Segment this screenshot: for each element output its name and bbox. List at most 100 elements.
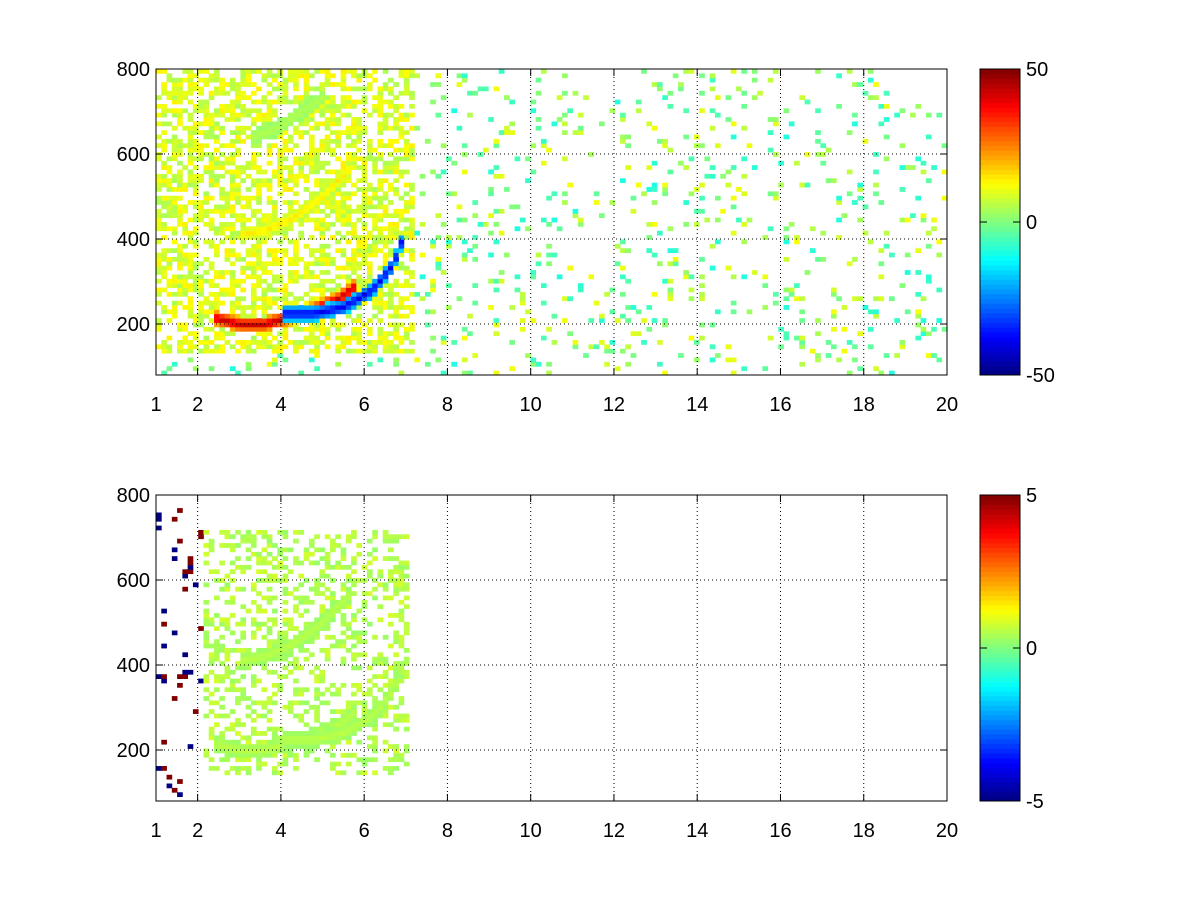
heatmap-cell: [403, 313, 410, 319]
heatmap-cell: [846, 169, 853, 175]
heatmap-cell: [171, 112, 178, 118]
heatmap-cell: [577, 125, 584, 131]
heatmap-cell: [319, 99, 326, 105]
x-tick-label: 6: [359, 820, 370, 842]
heatmap-cell: [240, 103, 247, 109]
heatmap-cell: [229, 744, 236, 749]
heatmap-cell: [272, 770, 278, 776]
heatmap-cell: [372, 222, 378, 227]
heatmap-cell: [245, 69, 252, 74]
heatmap-cell: [562, 191, 568, 197]
heatmap-cell: [287, 752, 294, 758]
heatmap-cell: [219, 208, 225, 214]
heatmap-cell: [915, 103, 922, 109]
heatmap-cell: [203, 82, 210, 87]
heatmap-cell: [382, 713, 389, 719]
heatmap-cell: [509, 340, 515, 345]
heatmap-cell: [314, 678, 320, 684]
heatmap-cell: [577, 283, 584, 288]
heatmap-cell: [308, 108, 315, 114]
heatmap-cell: [351, 283, 357, 288]
heatmap-cell: [393, 230, 399, 236]
heatmap-cell: [224, 744, 231, 749]
heatmap-cell: [287, 591, 294, 596]
heatmap-cell: [393, 726, 399, 732]
heatmap-cell: [393, 178, 399, 184]
heatmap-cell: [219, 274, 225, 280]
heatmap-cell: [198, 156, 204, 162]
heatmap-cell: [730, 230, 737, 236]
heatmap-cell: [240, 239, 247, 245]
heatmap-cell: [235, 235, 241, 240]
heatmap-cell: [219, 731, 225, 736]
heatmap-cell: [203, 103, 210, 109]
heatmap-cell: [235, 305, 241, 310]
heatmap-cell: [388, 766, 394, 771]
heatmap-cell: [925, 112, 932, 118]
heatmap-cell: [272, 134, 278, 140]
heatmap-cell: [314, 586, 320, 592]
heatmap-cell: [261, 340, 268, 345]
heatmap-cell: [287, 213, 294, 219]
heatmap-cell: [261, 182, 268, 188]
heatmap-cell: [240, 318, 247, 323]
heatmap-cell: [182, 165, 189, 170]
heatmap-cell: [166, 90, 173, 96]
heatmap-cell: [287, 621, 294, 627]
heatmap-cell: [219, 230, 225, 236]
heatmap-cell: [240, 82, 247, 87]
heatmap-cell: [214, 173, 220, 179]
heatmap-cell: [488, 252, 494, 258]
heatmap-cell: [324, 344, 331, 350]
heatmap-cell: [261, 99, 268, 105]
heatmap-cell: [799, 296, 806, 302]
heatmap-cell: [398, 370, 405, 376]
heatmap-cell: [203, 340, 210, 345]
heatmap-cell: [509, 305, 515, 310]
heatmap-cell: [224, 621, 231, 627]
heatmap-cell: [583, 95, 589, 100]
heatmap-cell: [229, 283, 236, 288]
heatmap-cell: [171, 187, 178, 192]
heatmap-cell: [535, 252, 542, 258]
heatmap-cell: [741, 125, 748, 131]
heatmap-cell: [261, 305, 268, 310]
heatmap-cell: [430, 278, 436, 284]
heatmap-cell: [577, 217, 584, 223]
heatmap-cell: [261, 739, 268, 745]
heatmap-cell: [298, 370, 305, 376]
heatmap-cell: [166, 178, 173, 184]
heatmap-cell: [356, 283, 363, 288]
heatmap-cell: [382, 748, 389, 754]
heatmap-cell: [261, 265, 268, 271]
heatmap-cell: [746, 309, 753, 315]
heatmap-cell: [261, 560, 268, 566]
heatmap-cell: [620, 248, 626, 253]
heatmap-cell: [214, 595, 220, 601]
heatmap-cell: [324, 191, 331, 197]
heatmap-cell: [314, 108, 320, 114]
heatmap-cell: [319, 318, 326, 323]
heatmap-cell: [403, 621, 410, 627]
heatmap-cell: [393, 138, 399, 144]
heatmap-cell: [261, 291, 268, 297]
heatmap-cell: [714, 112, 721, 118]
heatmap-cell: [250, 195, 257, 201]
heatmap-cell: [235, 283, 241, 288]
heatmap-cell: [177, 121, 183, 127]
heatmap-cell: [388, 682, 394, 688]
heatmap-cell: [820, 256, 827, 262]
heatmap-cell: [208, 165, 215, 170]
heatmap-cell: [235, 191, 241, 197]
heatmap-cell: [330, 278, 336, 284]
heatmap-cell: [873, 95, 879, 100]
heatmap-cell: [240, 265, 247, 271]
heatmap-cell: [256, 305, 262, 310]
heatmap-cell: [356, 300, 363, 306]
heatmap-cell: [235, 165, 241, 170]
heatmap-cell: [293, 239, 299, 245]
heatmap-cell: [345, 169, 352, 175]
heatmap-cell: [293, 665, 299, 671]
heatmap-cell: [403, 331, 410, 337]
heatmap-cell: [330, 538, 336, 544]
